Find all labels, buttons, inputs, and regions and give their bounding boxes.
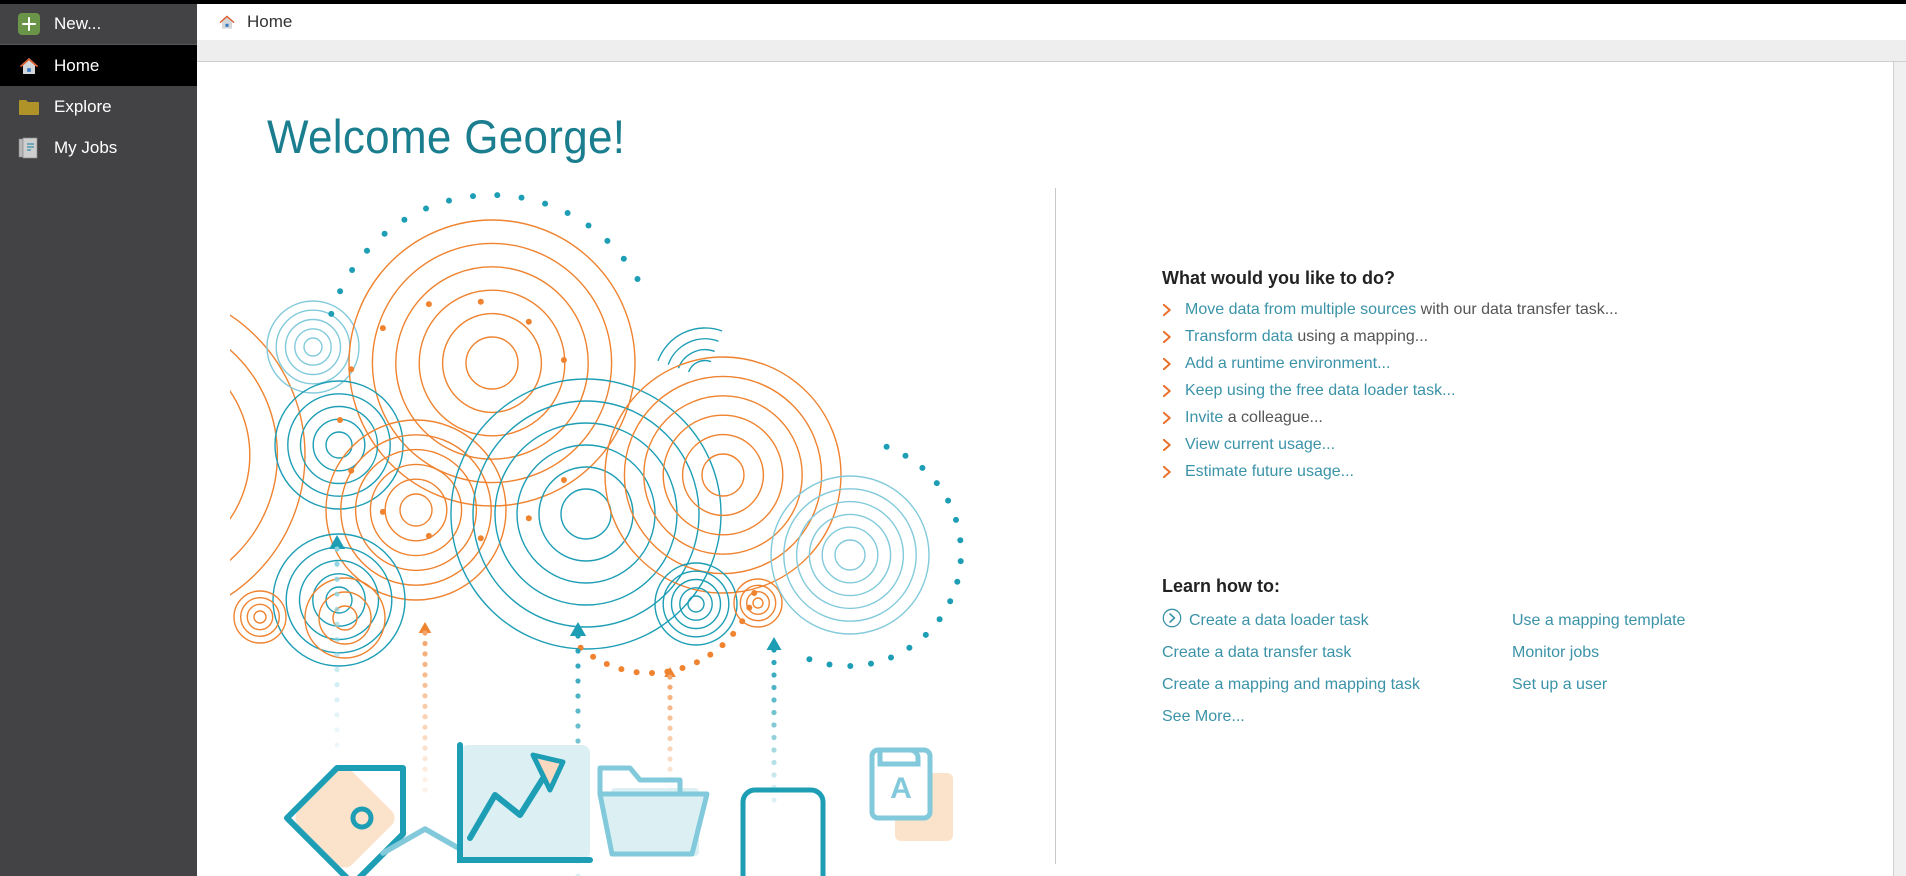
- svg-text:A: A: [890, 772, 912, 805]
